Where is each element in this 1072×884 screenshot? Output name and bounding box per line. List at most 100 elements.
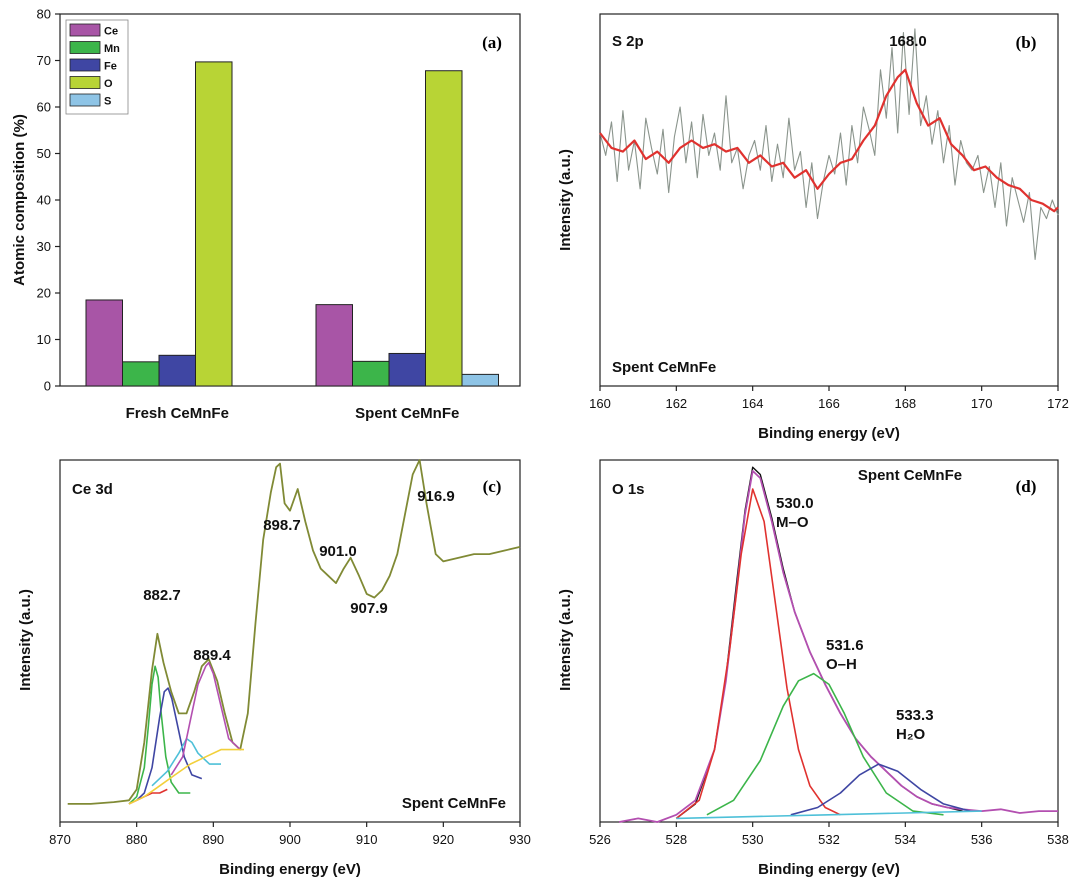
- panel-a-y-tick-label: 20: [37, 286, 51, 301]
- panel-a-label: (a): [482, 33, 502, 52]
- panel-c-frame: [59, 459, 521, 823]
- panel-a-y-axis-label: Atomic composition (%): [11, 114, 28, 286]
- legend-swatch-s: [69, 93, 101, 107]
- series-spectrum: [67, 459, 521, 805]
- series-baseline: [676, 810, 982, 820]
- peak-label-168-0: 168.0: [889, 33, 927, 50]
- panel-b-x-axis-label: Binding energy (eV): [758, 425, 900, 442]
- bar-o-fresh: [195, 61, 233, 387]
- bar-o-spent: [425, 70, 463, 387]
- panel-d-x-tick-label: 530: [742, 832, 764, 847]
- panel-c-y-axis-label: Intensity (a.u.): [17, 589, 34, 691]
- legend-swatch-fe: [69, 58, 101, 72]
- panel-d-x-tick-label: 534: [894, 832, 916, 847]
- panel-a-y-tick-label: 40: [37, 193, 51, 208]
- panel-b-line-chart: 160 162 164 166 168 170 172 168.0 S 2p Spent C…: [557, 13, 1069, 442]
- panel-c-x-tick-label: 930: [509, 832, 531, 847]
- legend-label-ce: Ce: [104, 26, 118, 38]
- series-m-o: [675, 488, 841, 820]
- series-o-h: [706, 672, 944, 816]
- peak-assignment-label: O–H: [826, 656, 857, 673]
- panel-a-y-tick-label: 50: [37, 146, 51, 161]
- panel-c-x-tick-label: 910: [356, 832, 378, 847]
- panel-d-x-tick-label: 532: [818, 832, 840, 847]
- panel-a-y-tick-label: 70: [37, 53, 51, 68]
- panel-d-y-axis-label: Intensity (a.u.): [557, 589, 574, 691]
- series-fit-4: [170, 661, 241, 776]
- legend-swatch-o: [69, 76, 101, 89]
- panel-b-frame: [599, 13, 1059, 387]
- series-baseline: [128, 748, 244, 805]
- panel-d-label: (d): [1016, 477, 1037, 496]
- bar-s-spent: [461, 373, 499, 387]
- peak-label-530-0: 530.0: [776, 495, 814, 512]
- series-fit: [599, 68, 1059, 213]
- panel-b-sample-label: Spent CeMnFe: [612, 359, 716, 376]
- panel-b-x-tick-label: 166: [818, 396, 840, 411]
- panel-d-x-tick-label: 536: [971, 832, 993, 847]
- panel-d-sample-label: Spent CeMnFe: [858, 467, 962, 484]
- peak-label-882-7: 882.7: [143, 587, 181, 604]
- panel-b-x-tick-label: 164: [742, 396, 764, 411]
- panel-a-bar-chart: 0 10 20 30 40 50 60 70 80 Fresh CeMnFe Spent CeMn…: [11, 7, 521, 422]
- panel-c-x-axis-label: Binding energy (eV): [219, 861, 361, 878]
- panel-b-x-tick-label: 172: [1047, 396, 1069, 411]
- panel-b-x-tick-label: 160: [589, 396, 611, 411]
- panel-b-x-tick-label: 168: [894, 396, 916, 411]
- legend-label-mn: Mn: [104, 43, 120, 55]
- peak-assignment-label: H₂O: [896, 726, 925, 743]
- bar-mn-fresh: [122, 361, 160, 387]
- panel-c-label: (c): [483, 477, 502, 496]
- panel-a-y-tick-label: 80: [37, 7, 51, 22]
- panel-a-y-tick-label: 30: [37, 239, 51, 254]
- panel-c-x-tick-label: 900: [279, 832, 301, 847]
- series-fit-2: [136, 687, 203, 801]
- peak-label-907-9: 907.9: [350, 600, 388, 617]
- panel-c-sample-label: Spent CeMnFe: [402, 795, 506, 812]
- peak-label-889-4: 889.4: [193, 647, 231, 664]
- series-spectrum: [675, 466, 963, 819]
- bar-ce-fresh: [85, 299, 123, 387]
- peak-label-533-3: 533.3: [896, 707, 934, 724]
- panel-b-title: S 2p: [612, 33, 644, 50]
- legend-swatch-ce: [69, 23, 101, 37]
- panel-a-y-tick-label: 0: [44, 379, 51, 394]
- peak-assignment-label: M–O: [776, 514, 809, 531]
- legend-label-o: O: [104, 78, 113, 90]
- series-raw: [599, 28, 1059, 261]
- peak-label-916-9: 916.9: [417, 488, 455, 505]
- legend-label-s: S: [104, 96, 111, 108]
- bar-ce-spent: [315, 304, 353, 387]
- bar-fe-fresh: [158, 354, 196, 387]
- panel-d-x-tick-label: 526: [589, 832, 611, 847]
- panel-c-x-tick-label: 870: [49, 832, 71, 847]
- panel-a-category-label: Fresh CeMnFe: [126, 405, 229, 422]
- panel-c-line-chart: 870 880 890 900 910 920 930 882.7 889.4 898.7 901…: [17, 459, 531, 878]
- bar-mn-spent: [352, 360, 390, 387]
- series-fit-1: [128, 665, 191, 805]
- panel-c-x-tick-label: 880: [126, 832, 148, 847]
- panel-c-x-tick-label: 920: [432, 832, 454, 847]
- panel-b-y-axis-label: Intensity (a.u.): [557, 149, 574, 251]
- panel-d-line-chart: 526 528 530 532 534 536 538 530.0 M–O 531.6 O–H 53…: [557, 459, 1069, 878]
- peak-label-901-0: 901.0: [319, 543, 357, 560]
- panel-b-x-tick-label: 162: [665, 396, 687, 411]
- peak-label-898-7: 898.7: [263, 517, 301, 534]
- peak-label-531-6: 531.6: [826, 637, 864, 654]
- panel-d-title: O 1s: [612, 481, 645, 498]
- panel-d-x-tick-label: 528: [665, 832, 687, 847]
- panel-d-x-tick-label: 538: [1047, 832, 1069, 847]
- panel-a-category-label: Spent CeMnFe: [355, 405, 459, 422]
- panel-b-label: (b): [1016, 33, 1037, 52]
- bar-fe-spent: [388, 352, 426, 387]
- panel-c-title: Ce 3d: [72, 481, 113, 498]
- panel-c-x-tick-label: 890: [202, 832, 224, 847]
- panel-a-y-tick-label: 60: [37, 100, 51, 115]
- panel-b-x-tick-label: 170: [971, 396, 993, 411]
- legend-swatch-mn: [69, 41, 101, 54]
- series-h-o: [790, 763, 971, 816]
- panel-a-y-tick-label: 10: [37, 332, 51, 347]
- legend-label-fe: Fe: [104, 61, 117, 73]
- series-fit-3: [151, 737, 221, 787]
